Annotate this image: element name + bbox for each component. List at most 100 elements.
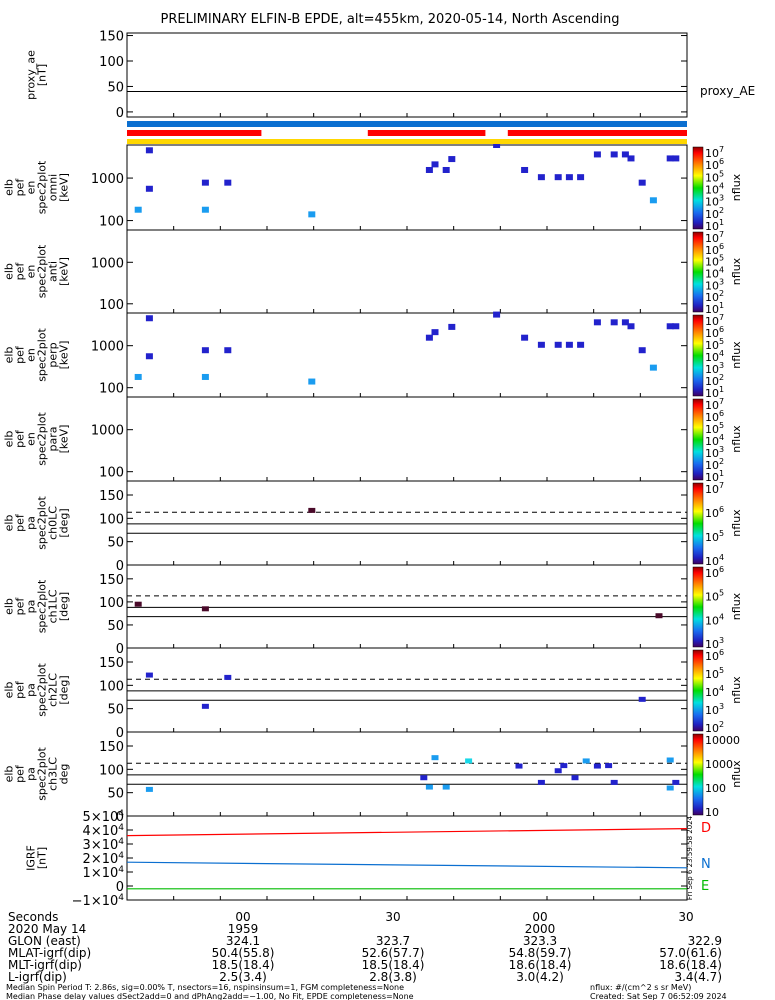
- spectrum-pixel: [134, 206, 142, 213]
- colorbar-tick-label: 1000: [705, 758, 733, 771]
- ylabel-line: [nT]: [36, 847, 49, 869]
- ylabel-line: pa: [25, 600, 38, 614]
- panel-frame: [126, 731, 688, 817]
- spectrum-pixel: [431, 329, 439, 336]
- ylabel-line: en: [25, 348, 38, 362]
- ytick-label: 50: [107, 787, 124, 802]
- ylabel-line: spec2plot: [36, 244, 49, 298]
- pitch-pixel: [593, 763, 601, 769]
- pitch-pixel: [666, 757, 674, 763]
- ytick-label: 0: [116, 559, 124, 574]
- colorbar-tick-label: 104: [705, 684, 724, 699]
- spectrum-pixel: [308, 378, 316, 385]
- ylabel-line: [deg]: [58, 592, 71, 621]
- spectrum-pixel: [577, 341, 585, 348]
- pitch-pixel: [420, 775, 428, 781]
- panel-proxy_ae: proxy_ae[nT] 150 100 50 0 proxy_AE: [25, 30, 756, 121]
- spectrum-pixel: [145, 353, 153, 360]
- ytick-label: 100: [99, 55, 124, 70]
- colorbar-tick-label: 107: [705, 145, 724, 160]
- ylabel-line: proxy_ae: [25, 50, 38, 100]
- pitch-pixel: [571, 775, 579, 781]
- pitch-pixel: [425, 784, 433, 790]
- pitch-pixel: [560, 763, 568, 769]
- colorbar-tick-label: 106: [705, 409, 724, 424]
- spectrum-pixel: [493, 311, 501, 318]
- pitch-pixel: [145, 786, 153, 792]
- spectrum-pixel: [537, 341, 545, 348]
- ylabel-line: pef: [14, 764, 27, 783]
- colorbar-tick-label: 106: [705, 325, 724, 340]
- pitch-pixel: [465, 758, 473, 764]
- colorbar-tick-label: 106: [705, 505, 724, 520]
- footer-row-value: 2.8(3.8): [369, 970, 417, 984]
- footer-row-label: 2020 May 14: [8, 922, 86, 936]
- ylabel-line: spec2plot: [36, 496, 49, 550]
- ylabel-line: pa: [25, 683, 38, 697]
- ytick-label: 0: [116, 642, 124, 657]
- ytick-label: 150: [99, 30, 124, 45]
- colorbar-label: nflux: [730, 760, 743, 788]
- pitch-pixel: [134, 601, 142, 607]
- pitch-pixel: [442, 784, 450, 790]
- ylabel-line: para: [47, 427, 60, 452]
- spectrum-pixel: [610, 319, 618, 326]
- ytick-label: 1000: [91, 256, 124, 271]
- side-stamp: Fri Sep 6 23:59:58 2024: [686, 815, 694, 900]
- ytick-label: 150: [99, 489, 124, 504]
- colorbar-label: nflux: [730, 425, 743, 453]
- ytick-label: 3×104: [83, 837, 125, 853]
- colorbar-tick-label: 105: [705, 666, 724, 681]
- colorbar-tick-label: 101: [705, 385, 724, 400]
- footer-row-value: 18.6(18.4): [509, 958, 572, 972]
- igrf-legend-label: E: [701, 879, 709, 894]
- ylabel-line: [deg]: [58, 508, 71, 537]
- ylabel-line: ch0LC: [47, 506, 60, 540]
- ytick-label: 0: [116, 106, 124, 121]
- panel-frame: [126, 144, 688, 231]
- ylabel-line: spec2plot: [36, 160, 49, 214]
- spectrum-pixel: [672, 323, 680, 330]
- ylabel-line: spec2plot: [36, 579, 49, 633]
- panel-frame: [126, 229, 688, 314]
- ylabel-line: pef: [14, 345, 27, 364]
- colorbar-label: nflux: [730, 676, 743, 704]
- ylabel-line: elb: [3, 263, 16, 280]
- pitch-pixel: [638, 696, 646, 702]
- colorbar-tick-label: 105: [705, 529, 724, 544]
- spectrum-pixel: [666, 155, 674, 162]
- colorbar-tick-label: 101: [705, 469, 724, 484]
- spectrum-pixel: [201, 373, 209, 380]
- ylabel-line: elb: [3, 347, 16, 364]
- colorbar-label: nflux: [730, 173, 743, 201]
- spectrum-pixel: [425, 334, 433, 341]
- spectrum-pixel: [493, 142, 501, 148]
- colorbar-label: nflux: [730, 509, 743, 537]
- status-bar-red: [127, 130, 262, 136]
- panel-frame: [126, 647, 688, 733]
- colorbar-tick-label: 107: [705, 313, 724, 328]
- spectrum-pixel: [201, 347, 209, 354]
- footnote-created: Created: Sat Sep 7 06:52:09 2024: [590, 992, 727, 1000]
- colorbar: [692, 314, 704, 397]
- ylabel-line: deg: [58, 764, 71, 785]
- ytick-label: 1×104: [83, 865, 125, 881]
- spectrum-pixel: [537, 174, 545, 181]
- ytick-label: 100: [99, 466, 124, 481]
- ylabel-line: ch2LC: [47, 673, 60, 707]
- spectrum-pixel: [666, 323, 674, 330]
- ylabel-line: [deg]: [58, 675, 71, 704]
- ylabel-line: elb: [3, 431, 16, 448]
- pitch-pixel: [672, 779, 680, 785]
- ylabel-line: elb: [3, 766, 16, 783]
- igrf-legend-label: D: [701, 821, 711, 836]
- colorbar-label: nflux: [730, 341, 743, 369]
- ylabel-line: omni: [47, 174, 60, 201]
- footer-row-value: 30: [385, 910, 400, 924]
- ylabel-line: spec2plot: [36, 663, 49, 717]
- panel-frame: [126, 312, 688, 398]
- colorbar-tick-label: 107: [705, 230, 724, 245]
- ylabel-line: en: [25, 265, 38, 279]
